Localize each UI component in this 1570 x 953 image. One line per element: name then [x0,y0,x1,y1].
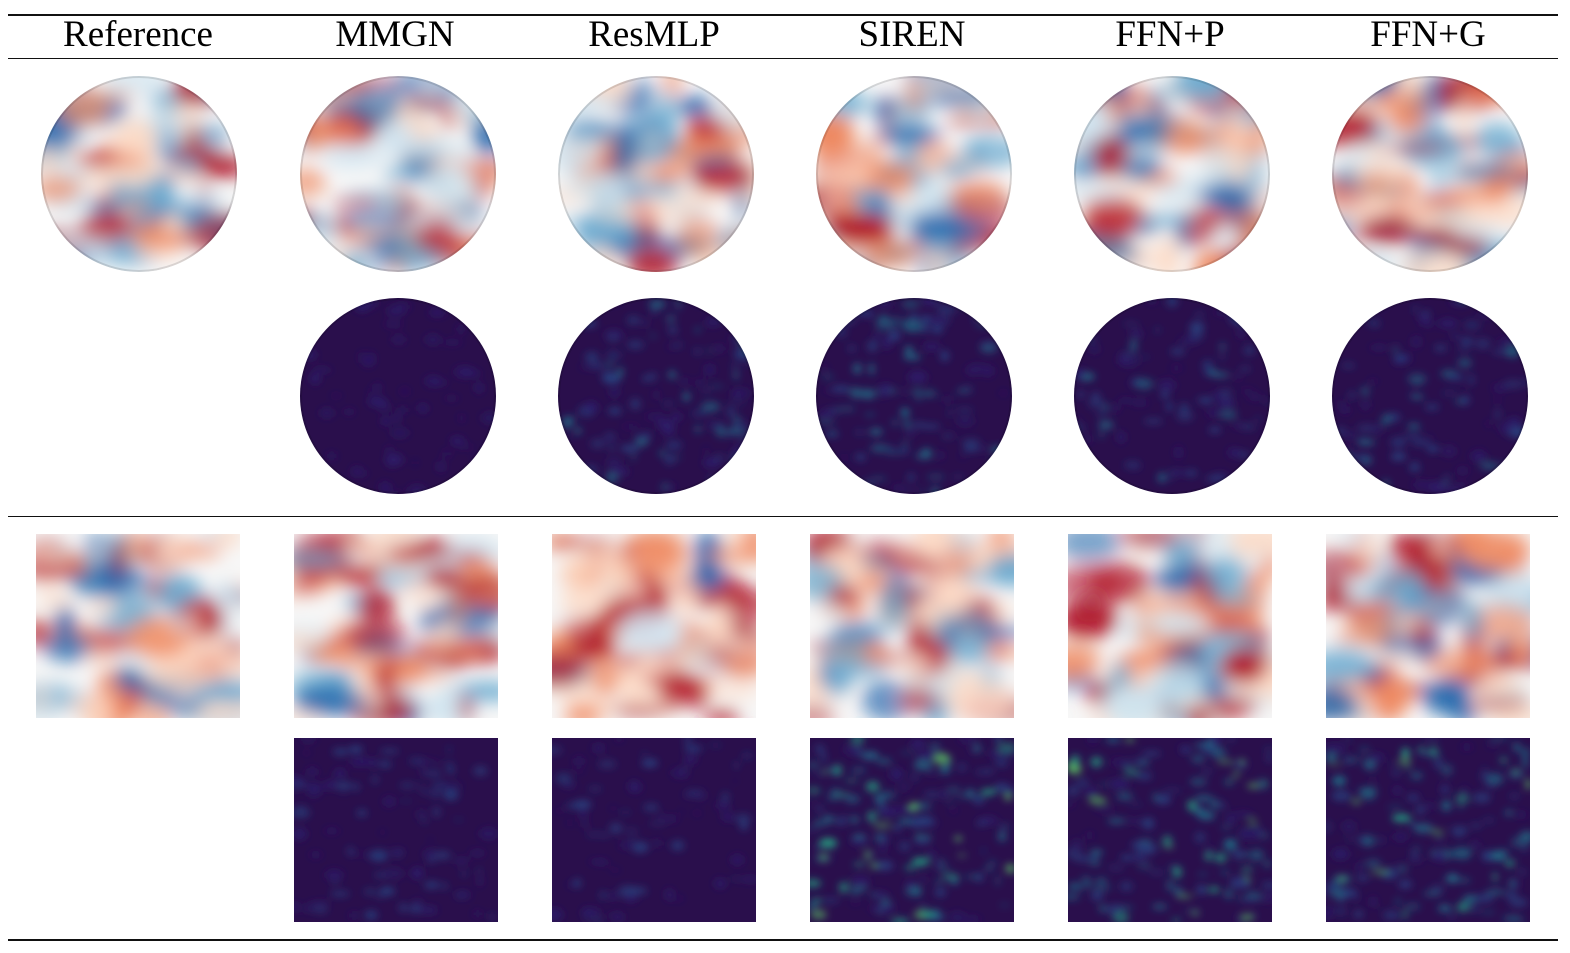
square-error-siren [810,738,1014,922]
column-header-resmlp: ResMLP [588,14,720,55]
bottom-rule [8,939,1558,941]
square-error-ffn-p [1068,738,1272,922]
square-field-ffn-p [1068,534,1272,718]
globe-field-reference [41,76,237,272]
globe-error-siren [816,298,1012,494]
globe-error-mmgn [300,298,496,494]
globe-error-ffn-g [1332,298,1528,494]
top-rule [8,14,1558,16]
globe-field-ffn-g [1332,76,1528,272]
column-header-ffn-g: FFN+G [1370,14,1486,55]
column-header-reference: Reference [63,14,213,55]
globe-error-ffn-p [1074,298,1270,494]
globe-field-siren [816,76,1012,272]
column-header-siren: SIREN [858,14,966,55]
globe-error-resmlp [558,298,754,494]
square-field-mmgn [294,534,498,718]
globe-field-ffn-p [1074,76,1270,272]
square-field-resmlp [552,534,756,718]
square-error-ffn-g [1326,738,1530,922]
globe-field-resmlp [558,76,754,272]
square-error-resmlp [552,738,756,922]
middle-rule [8,516,1558,517]
square-field-reference [36,534,240,718]
square-field-ffn-g [1326,534,1530,718]
globe-field-mmgn [300,76,496,272]
square-field-siren [810,534,1014,718]
column-header-ffn-p: FFN+P [1115,14,1225,55]
square-error-mmgn [294,738,498,922]
header-rule [8,58,1558,59]
column-header-mmgn: MMGN [335,14,455,55]
